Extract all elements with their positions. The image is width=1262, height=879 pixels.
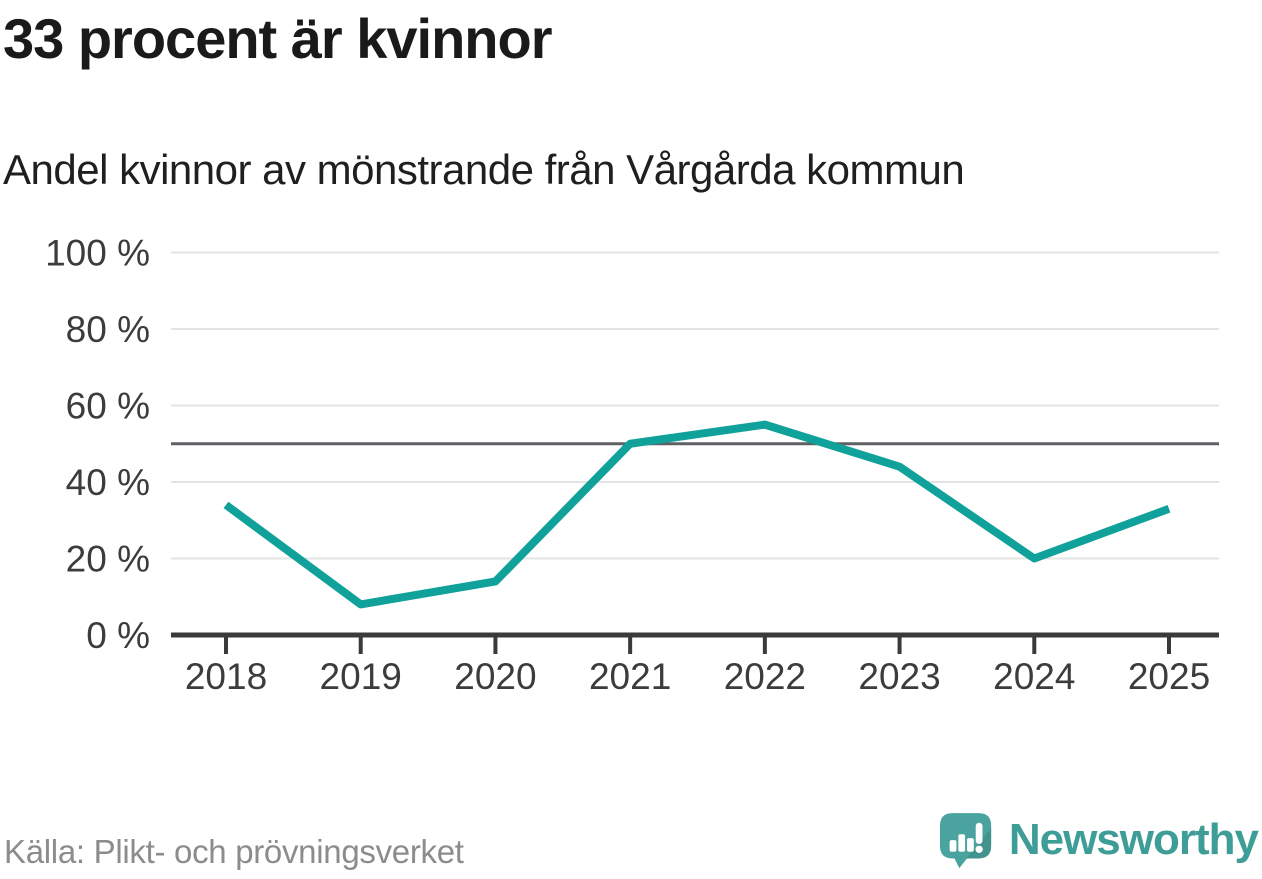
y-tick-label-80: 80 % [66, 309, 150, 350]
page-title: 33 procent är kvinnor [3, 7, 553, 70]
logo-exclamation-dot [975, 845, 983, 853]
newsworthy-logo: Newsworthy [939, 813, 1259, 873]
logo-exclamation-bar [975, 822, 983, 844]
newsworthy-wordmark: Newsworthy [1008, 815, 1259, 864]
x-tick-label-2020: 2020 [454, 656, 536, 697]
newsworthy-logo-icon [939, 813, 992, 869]
x-tick-label-2018: 2018 [185, 656, 267, 697]
chart-subtitle: Andel kvinnor av mönstrande från Vårgård… [3, 146, 965, 193]
x-tick-label-2022: 2022 [724, 656, 806, 697]
x-tick-label-2021: 2021 [589, 656, 671, 697]
y-tick-label-100: 100 % [45, 233, 150, 274]
y-tick-label-40: 40 % [66, 462, 150, 503]
y-tick-label-20: 20 % [66, 539, 150, 580]
logo-bar-1 [949, 840, 957, 852]
data-line [223, 420, 1171, 609]
y-tick-label-60: 60 % [66, 386, 150, 427]
y-tick-label-0: 0 % [86, 615, 150, 656]
source-note: Källa: Plikt- och prövningsverket [4, 833, 464, 870]
x-tick-label-2025: 2025 [1128, 656, 1210, 697]
x-tick-label-2019: 2019 [320, 656, 402, 697]
x-tick-label-2024: 2024 [993, 656, 1075, 697]
x-tick-label-2023: 2023 [858, 656, 940, 697]
logo-bar-2 [958, 834, 965, 852]
logo-bar-3 [966, 838, 974, 852]
